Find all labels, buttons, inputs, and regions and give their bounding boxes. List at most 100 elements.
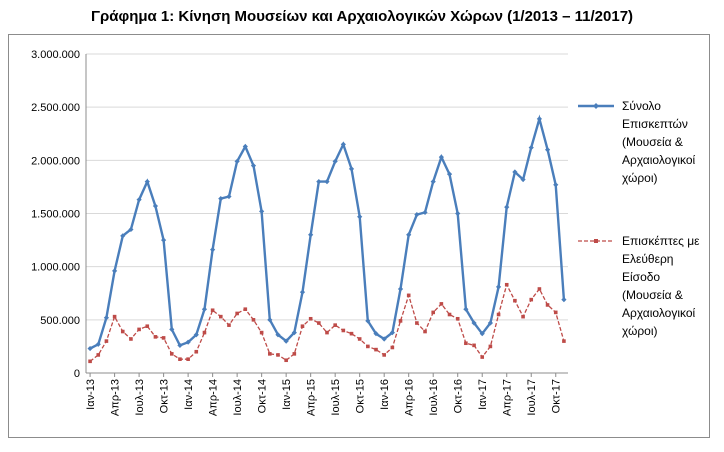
data-point bbox=[561, 297, 567, 303]
data-point bbox=[284, 358, 288, 363]
data-point bbox=[553, 182, 559, 188]
data-point bbox=[87, 345, 93, 352]
data-point bbox=[276, 353, 280, 357]
x-tick-label: Ιαν-13 bbox=[85, 379, 97, 410]
data-point bbox=[243, 307, 248, 311]
data-point bbox=[529, 297, 534, 302]
data-point bbox=[373, 331, 379, 337]
y-axis-ticks: 0 500.000 1.000.000 1.500.000 2.000.000 2.500… bbox=[31, 49, 80, 380]
data-point bbox=[471, 320, 477, 326]
data-point bbox=[366, 344, 370, 349]
data-point bbox=[553, 310, 558, 315]
data-point bbox=[317, 321, 321, 325]
data-point bbox=[234, 158, 240, 164]
data-point bbox=[300, 324, 305, 329]
data-point bbox=[406, 232, 412, 238]
x-tick-label: Ιουλ-14 bbox=[232, 379, 244, 416]
data-point bbox=[406, 293, 411, 298]
data-point bbox=[144, 179, 150, 185]
data-point bbox=[333, 323, 337, 327]
x-tick-label: Ιαν-17 bbox=[477, 379, 489, 410]
data-point bbox=[447, 312, 452, 317]
x-tick-label: Οκτ-17 bbox=[551, 379, 563, 413]
data-point bbox=[161, 336, 166, 340]
x-tick-label: Ιουλ-15 bbox=[330, 379, 342, 416]
data-point bbox=[357, 337, 362, 341]
data-point bbox=[299, 289, 306, 295]
data-point bbox=[325, 330, 329, 335]
data-point bbox=[562, 339, 566, 343]
data-point bbox=[145, 324, 150, 329]
data-point bbox=[504, 204, 510, 210]
data-point bbox=[259, 208, 265, 214]
data-point bbox=[111, 268, 118, 274]
data-point bbox=[495, 284, 502, 290]
data-point bbox=[512, 169, 518, 175]
data-point bbox=[259, 330, 264, 335]
data-point bbox=[242, 143, 248, 150]
data-point bbox=[308, 232, 314, 238]
data-point bbox=[357, 214, 363, 220]
data-point bbox=[488, 344, 493, 349]
data-point bbox=[235, 311, 239, 316]
data-point bbox=[161, 237, 167, 243]
data-point bbox=[153, 335, 158, 339]
data-point bbox=[251, 318, 256, 322]
data-point bbox=[178, 357, 182, 361]
data-point bbox=[201, 306, 208, 312]
legend-label: Επισκέπτες με Ελεύθερη Είσοδο (Μουσεία & Αρχ… bbox=[622, 234, 700, 338]
data-point bbox=[464, 341, 468, 346]
x-tick-label: Οκτ-16 bbox=[453, 379, 465, 413]
x-tick-label: Ιαν-15 bbox=[281, 379, 293, 410]
data-point bbox=[292, 352, 297, 356]
series-line bbox=[89, 282, 565, 362]
y-tick-label: 1.500.000 bbox=[31, 209, 80, 221]
data-point bbox=[227, 323, 231, 327]
data-point bbox=[438, 154, 444, 160]
data-point bbox=[226, 193, 232, 200]
legend-label: Σύνολο Επισκεπτών (Μουσεία & Αρχαιολογικοί χ… bbox=[622, 99, 696, 185]
data-point bbox=[455, 316, 460, 321]
series-1 bbox=[87, 114, 567, 352]
data-point bbox=[128, 226, 134, 233]
data-point bbox=[120, 329, 125, 334]
data-point bbox=[496, 312, 501, 317]
data-point bbox=[136, 197, 142, 203]
data-point bbox=[169, 352, 174, 356]
x-tick-label: Οκτ-13 bbox=[159, 379, 171, 413]
data-point bbox=[185, 339, 191, 345]
data-point bbox=[202, 330, 207, 335]
data-point bbox=[545, 303, 550, 307]
chart-title: Γράφημα 1: Κίνηση Μουσείων και Αρχαιολογ… bbox=[90, 8, 634, 25]
data-point bbox=[324, 179, 330, 185]
data-point bbox=[544, 147, 551, 153]
y-tick-label: 3.000.000 bbox=[31, 49, 80, 61]
data-point bbox=[439, 302, 444, 306]
data-point bbox=[268, 352, 272, 356]
data-point bbox=[88, 359, 92, 364]
data-point bbox=[112, 314, 117, 319]
data-point bbox=[283, 338, 289, 344]
data-point bbox=[340, 141, 346, 147]
data-point bbox=[397, 286, 404, 292]
data-point bbox=[95, 341, 101, 347]
data-point bbox=[479, 331, 485, 337]
legend-marker bbox=[593, 103, 599, 109]
data-point bbox=[177, 342, 183, 348]
series-layer bbox=[87, 114, 567, 364]
data-point bbox=[120, 233, 126, 239]
data-point bbox=[520, 176, 526, 183]
data-point bbox=[430, 179, 436, 185]
data-point bbox=[423, 329, 427, 334]
data-point bbox=[275, 332, 281, 338]
x-axis-ticks: Ιαν-13 Απρ-13 Ιουλ-13 Οκτ-13 Ιαν-14 Απρ-14 Ιου… bbox=[85, 373, 563, 416]
data-point bbox=[472, 343, 476, 348]
data-point bbox=[480, 355, 485, 359]
x-tick-label: Απρ-17 bbox=[502, 379, 514, 416]
data-point bbox=[446, 171, 453, 177]
data-point bbox=[487, 320, 493, 326]
data-point bbox=[152, 203, 159, 209]
data-point bbox=[104, 339, 109, 343]
x-tick-label: Ιαν-14 bbox=[183, 379, 195, 410]
y-tick-label: 500.000 bbox=[40, 315, 80, 327]
